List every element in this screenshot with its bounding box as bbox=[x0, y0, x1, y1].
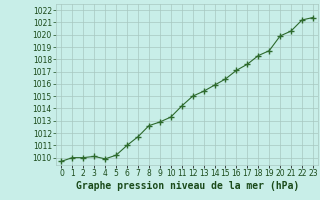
X-axis label: Graphe pression niveau de la mer (hPa): Graphe pression niveau de la mer (hPa) bbox=[76, 181, 299, 191]
